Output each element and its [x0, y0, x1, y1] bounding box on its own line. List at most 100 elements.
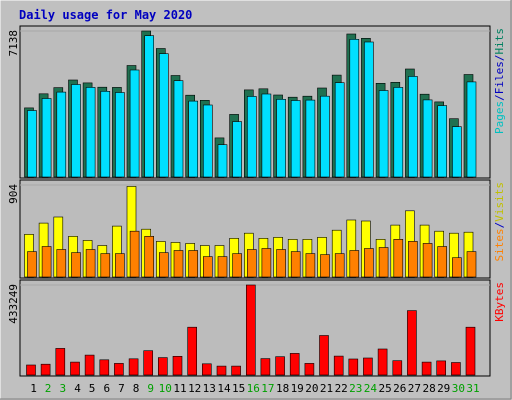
- bar-sites: [173, 250, 184, 278]
- max-value-label: 7138: [7, 30, 20, 57]
- bar-files: [349, 38, 360, 178]
- bar-sites: [247, 249, 257, 278]
- bar-files: [437, 105, 448, 178]
- bar-sites: [452, 257, 462, 278]
- day-label: 11: [173, 382, 186, 395]
- bar-sites: [276, 249, 286, 278]
- day-label: 26: [393, 382, 406, 395]
- bar-sites: [144, 236, 154, 278]
- day-label: 14: [217, 382, 231, 395]
- day-label: 13: [203, 382, 216, 395]
- bar-sites: [203, 256, 213, 278]
- panel-legend: KBytes: [493, 282, 506, 322]
- bar-files: [100, 91, 111, 178]
- bar-kbytes: [465, 326, 476, 376]
- bar-files: [261, 93, 272, 178]
- bar-sites: [188, 250, 198, 278]
- bar-files: [129, 69, 140, 178]
- panel-legend: Sites/Visits: [493, 182, 506, 262]
- bar-sites: [56, 249, 67, 278]
- bar-kbytes: [128, 358, 139, 376]
- day-label: 15: [232, 382, 245, 395]
- bar-files: [173, 80, 184, 178]
- day-label: 12: [188, 382, 201, 395]
- day-label: 20: [305, 382, 318, 395]
- bar-kbytes: [143, 350, 153, 376]
- day-label: 4: [74, 382, 81, 395]
- bar-sites: [422, 243, 433, 278]
- bar-files: [115, 92, 125, 178]
- bar-sites: [437, 246, 448, 278]
- legend-item: Hits: [493, 28, 506, 55]
- bar-kbytes: [70, 361, 80, 376]
- bar-kbytes: [451, 362, 461, 376]
- bar-kbytes: [333, 355, 344, 376]
- bar-kbytes: [84, 354, 95, 376]
- bar-sites: [305, 253, 316, 278]
- bar-sites: [320, 254, 330, 278]
- legend-item: /: [493, 94, 506, 101]
- bar-kbytes: [55, 348, 66, 376]
- bar-sites: [85, 249, 96, 278]
- chart-panels: 7138Pages/Files/Hits904Sites/Visits43324…: [7, 25, 506, 377]
- bar-kbytes: [407, 310, 417, 376]
- bar-kbytes: [99, 359, 110, 376]
- bar-kbytes: [40, 363, 51, 376]
- bar-kbytes: [260, 358, 271, 376]
- day-label: 30: [452, 382, 465, 395]
- bar-kbytes: [172, 355, 183, 376]
- day-label: 10: [159, 382, 172, 395]
- day-label: 8: [133, 382, 140, 395]
- bar-kbytes: [26, 364, 36, 376]
- day-label: 23: [349, 382, 362, 395]
- bar-kbytes: [363, 357, 373, 376]
- legend-item: Sites: [493, 228, 506, 261]
- bar-sites: [217, 256, 228, 278]
- bar-sites: [466, 251, 477, 278]
- legend-item: Files: [493, 61, 506, 94]
- bar-kbytes: [202, 363, 212, 376]
- bar-files: [364, 41, 374, 178]
- bar-kbytes: [158, 357, 168, 376]
- bar-kbytes: [289, 353, 300, 376]
- day-label: 5: [89, 382, 96, 395]
- bar-files: [56, 91, 67, 178]
- day-label: 1: [30, 382, 37, 395]
- legend-item: KBytes: [493, 282, 506, 322]
- bar-files: [393, 87, 404, 178]
- bar-kbytes: [304, 363, 315, 376]
- legend-item: Visits: [493, 182, 506, 222]
- bar-files: [144, 35, 154, 178]
- bar-files: [305, 99, 316, 178]
- day-label: 6: [103, 382, 110, 395]
- bar-files: [276, 99, 286, 178]
- bar-kbytes: [348, 358, 359, 376]
- day-label: 7: [118, 382, 125, 395]
- bar-kbytes: [377, 348, 388, 376]
- bar-files: [334, 82, 345, 178]
- day-label: 24: [364, 382, 378, 395]
- bar-kbytes: [231, 365, 241, 376]
- day-label: 31: [466, 382, 479, 395]
- chart-title: Daily usage for May 2020: [19, 8, 192, 22]
- day-label: 19: [291, 382, 304, 395]
- bar-files: [466, 81, 477, 178]
- bar-sites: [100, 253, 111, 278]
- bar-kbytes: [187, 326, 197, 376]
- bar-files: [203, 104, 213, 178]
- bar-sites: [334, 253, 345, 278]
- bar-sites: [27, 251, 37, 278]
- bar-sites: [129, 230, 140, 278]
- max-value-label: 904: [7, 184, 20, 204]
- day-label: 3: [59, 382, 66, 395]
- panel-legend: Pages/Files/Hits: [493, 28, 506, 134]
- bar-files: [247, 96, 257, 178]
- bar-files: [232, 121, 242, 178]
- bar-files: [378, 90, 389, 178]
- legend-item: Pages: [493, 101, 506, 134]
- day-axis-labels: 1 2 3 4 5 6 7 8 9 10 11 12 13 14 15 16 17 18 19 20 21 22 23 24 2…: [30, 382, 479, 395]
- bar-files: [71, 84, 81, 178]
- day-label: 9: [147, 382, 154, 395]
- bar-files: [41, 98, 52, 178]
